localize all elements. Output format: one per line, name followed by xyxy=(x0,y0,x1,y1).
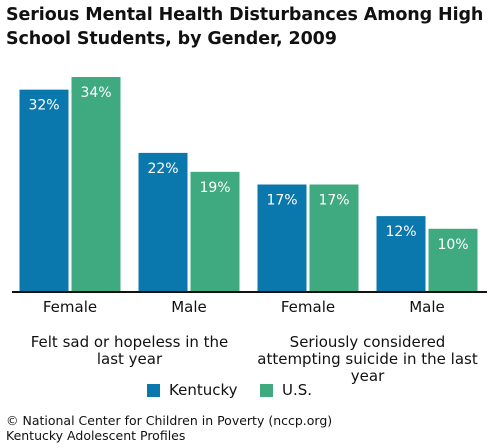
bar-kentucky-2 xyxy=(138,152,188,292)
group-label-2-line-3: year xyxy=(351,367,385,385)
legend-label-kentucky: Kentucky xyxy=(169,381,238,399)
legend-label-us: U.S. xyxy=(282,381,313,399)
group-label-2-line-1: Seriously considered xyxy=(290,333,446,351)
bar-kentucky-1 xyxy=(19,89,69,292)
bar-u-s-2 xyxy=(190,171,240,292)
group-label-1-line-1: Felt sad or hopeless in the xyxy=(31,333,229,351)
bar-kentucky-3 xyxy=(257,184,307,292)
footer-copyright: © National Center for Children in Povert… xyxy=(6,413,333,428)
legend-swatch-kentucky xyxy=(147,383,160,397)
group-label-1-line-2: last year xyxy=(97,350,163,368)
bar-kentucky-4 xyxy=(376,216,426,292)
bar-label-u-s-1: 34% xyxy=(80,85,111,101)
bar-label-u-s-3: 17% xyxy=(318,193,349,209)
footer: © National Center for Children in Povert… xyxy=(6,413,332,443)
category-label-2: Male xyxy=(171,298,207,316)
footer-source: Kentucky Adolescent Profiles xyxy=(6,428,186,443)
category-label-4: Male xyxy=(409,298,445,316)
category-label-3: Female xyxy=(281,298,335,316)
bar-label-kentucky-3: 17% xyxy=(266,193,297,209)
legend: Kentucky U.S. xyxy=(0,381,498,405)
legend-swatch-us xyxy=(260,383,273,397)
bar-u-s-3 xyxy=(309,184,359,292)
bar-label-u-s-4: 10% xyxy=(437,237,468,253)
bar-label-kentucky-4: 12% xyxy=(385,224,416,240)
category-label-1: Female xyxy=(43,298,97,316)
bar-u-s-1 xyxy=(71,77,121,292)
group-label-2-line-2: attempting suicide in the last xyxy=(257,350,478,368)
legend-item-us: U.S. xyxy=(260,381,312,399)
bar-label-kentucky-2: 22% xyxy=(147,161,178,177)
bar-label-kentucky-1: 32% xyxy=(28,98,59,114)
chart-title: Serious Mental Health Disturbances Among… xyxy=(6,5,484,49)
bar-u-s-4 xyxy=(428,228,478,292)
legend-item-kentucky: Kentucky xyxy=(147,381,238,399)
bar-label-u-s-2: 19% xyxy=(199,180,230,196)
